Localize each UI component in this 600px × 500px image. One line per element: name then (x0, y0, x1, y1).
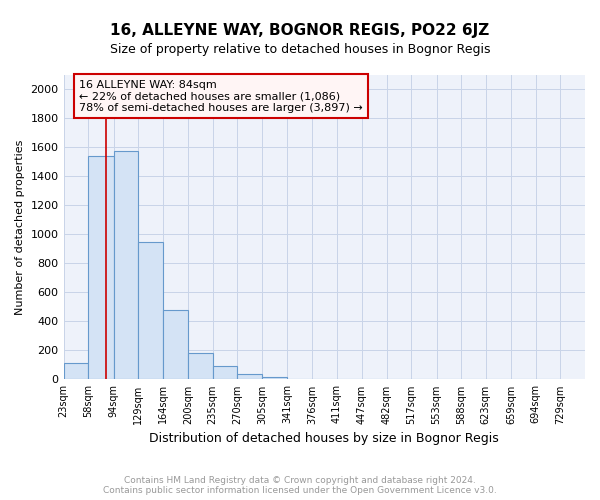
Bar (238, 374, 262, 380)
Bar (188, 354, 213, 380)
X-axis label: Distribution of detached houses by size in Bognor Regis: Distribution of detached houses by size … (149, 432, 499, 445)
Bar (88, 156, 113, 380)
Text: Size of property relative to detached houses in Bognor Regis: Size of property relative to detached ho… (110, 42, 490, 56)
Bar (163, 310, 188, 380)
Bar (64, 364, 88, 380)
Bar (213, 366, 238, 380)
Y-axis label: Number of detached properties: Number of detached properties (15, 140, 25, 315)
Text: 16 ALLEYNE WAY: 84sqm
← 22% of detached houses are smaller (1,086)
78% of semi-d: 16 ALLEYNE WAY: 84sqm ← 22% of detached … (79, 80, 363, 113)
Text: Contains HM Land Registry data © Crown copyright and database right 2024.
Contai: Contains HM Land Registry data © Crown c… (103, 476, 497, 495)
Bar (113, 151, 138, 380)
Bar (262, 376, 287, 380)
Bar (138, 242, 163, 380)
Text: 16, ALLEYNE WAY, BOGNOR REGIS, PO22 6JZ: 16, ALLEYNE WAY, BOGNOR REGIS, PO22 6JZ (110, 22, 490, 38)
